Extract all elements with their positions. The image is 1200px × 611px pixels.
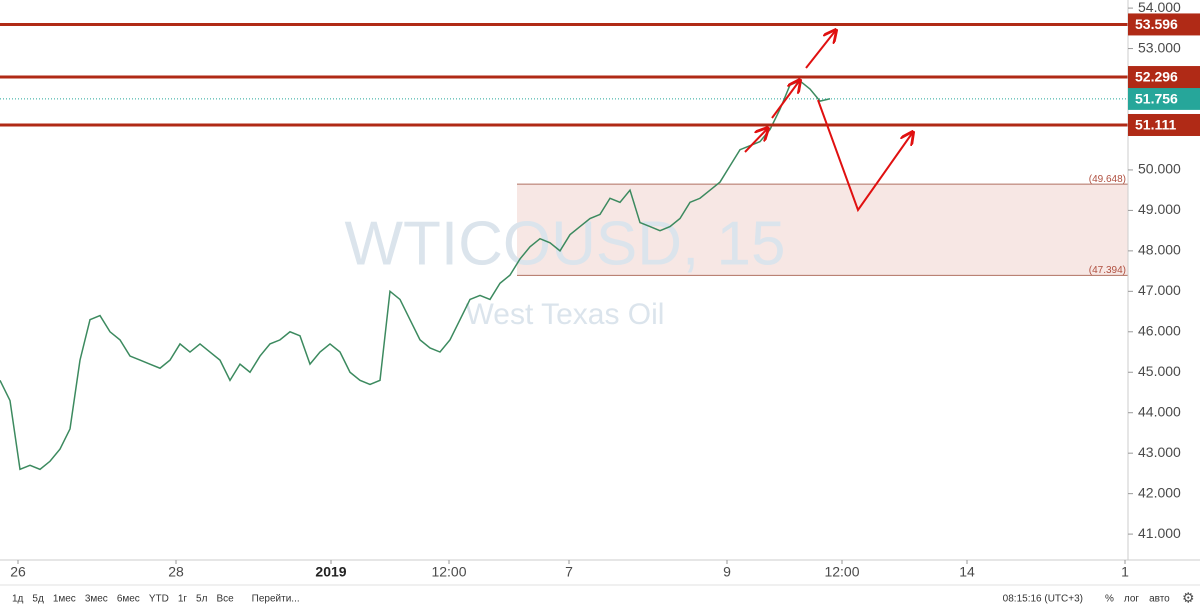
y-tick-label: 48.000 <box>1138 242 1181 258</box>
price-line <box>0 80 831 471</box>
x-tick-label: 2019 <box>315 564 346 580</box>
y-tick-label: 42.000 <box>1138 484 1181 500</box>
toolbar-toggle[interactable]: % <box>1105 594 1114 605</box>
level-box <box>1128 13 1200 36</box>
toolbar-button[interactable]: 5д <box>32 594 44 605</box>
forecast-arrows <box>744 30 913 213</box>
level-box <box>1128 66 1200 89</box>
y-tick-label: 41.000 <box>1138 525 1181 541</box>
x-tick-label: 28 <box>168 564 184 580</box>
toolbar-toggle[interactable]: авто <box>1149 594 1170 605</box>
x-tick-label: 9 <box>723 564 731 580</box>
watermark-subtitle: West Texas Oil <box>466 298 665 331</box>
y-tick-label: 53.000 <box>1138 39 1181 55</box>
toolbar-button[interactable]: YTD <box>149 594 169 605</box>
level-label: 52.296 <box>1135 69 1178 85</box>
y-tick-label: 44.000 <box>1138 403 1181 419</box>
toolbar-button[interactable]: 1мес <box>53 594 76 605</box>
toolbar-button[interactable]: 1д <box>12 594 24 605</box>
settings-icon[interactable]: ⚙ <box>1182 590 1195 606</box>
x-tick-label: 12:00 <box>431 564 466 580</box>
x-tick-label: 26 <box>10 564 26 580</box>
x-tick-label: 1 <box>1121 564 1129 580</box>
y-tick-label: 54.000 <box>1138 0 1181 15</box>
y-tick-label: 46.000 <box>1138 322 1181 338</box>
zone <box>517 184 1128 276</box>
x-tick-label: 7 <box>565 564 573 580</box>
zone-top-label: (49.648) <box>1089 174 1126 185</box>
toolbar-toggle[interactable]: лог <box>1124 594 1140 605</box>
y-tick-label: 43.000 <box>1138 444 1181 460</box>
y-tick-label: 49.000 <box>1138 201 1181 217</box>
level-label: 53.596 <box>1135 16 1178 32</box>
toolbar-button[interactable]: 1г <box>178 594 188 605</box>
toolbar-button[interactable]: Перейти... <box>252 594 300 605</box>
y-tick-label: 45.000 <box>1138 363 1181 379</box>
y-tick-label: 50.000 <box>1138 161 1181 177</box>
toolbar-button[interactable]: 5л <box>196 594 208 605</box>
y-tick-label: 47.000 <box>1138 282 1181 298</box>
x-tick-label: 12:00 <box>824 564 859 580</box>
last-price-label: 51.756 <box>1135 91 1178 107</box>
x-tick-label: 14 <box>959 564 975 580</box>
toolbar-button[interactable]: 6мес <box>117 594 140 605</box>
zone-bottom-label: (47.394) <box>1089 265 1126 276</box>
toolbar-button[interactable]: Все <box>216 594 234 605</box>
last-price-box <box>1128 87 1200 110</box>
level-label: 51.111 <box>1135 117 1176 133</box>
clock: 08:15:16 (UTC+3) <box>1003 594 1083 605</box>
toolbar-button[interactable]: 3мес <box>85 594 108 605</box>
level-box <box>1128 113 1200 136</box>
